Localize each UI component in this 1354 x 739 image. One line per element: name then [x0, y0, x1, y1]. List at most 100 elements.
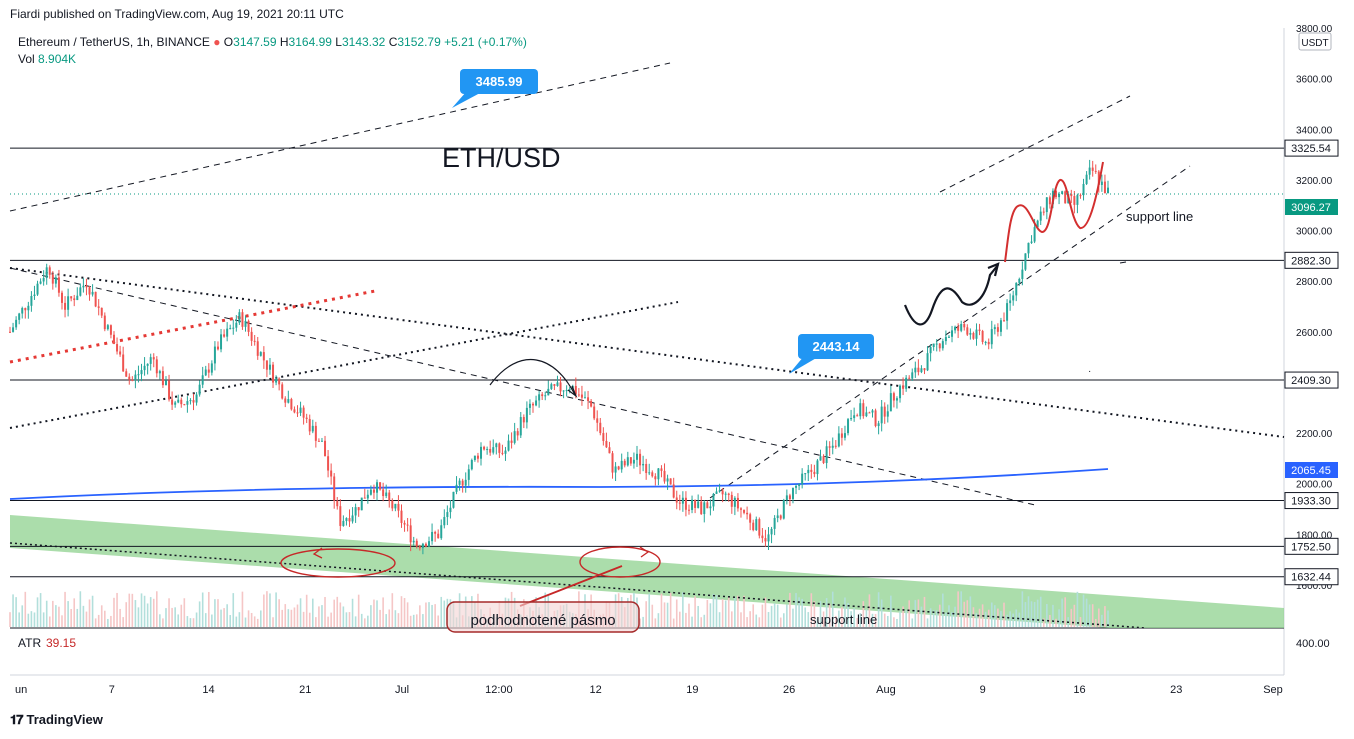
- callout-mid[interactable]: [798, 334, 874, 359]
- candle-body: [938, 343, 941, 349]
- volume-value: 8.904K: [38, 52, 77, 66]
- box-pointer-line: [519, 565, 623, 607]
- candle-body: [993, 327, 996, 330]
- candle-body: [287, 399, 290, 403]
- candle-body: [1085, 174, 1088, 184]
- candle-body: [180, 399, 183, 405]
- candle-body: [207, 369, 210, 373]
- candle-body: [171, 399, 174, 405]
- candle-body: [853, 415, 856, 419]
- volume-bar: [177, 614, 180, 627]
- candle-body: [773, 518, 776, 529]
- volume-bar: [987, 609, 990, 627]
- volume-bar: [42, 612, 45, 627]
- candle-body: [944, 336, 947, 342]
- volume-bar: [688, 603, 690, 627]
- volume-bar: [798, 597, 800, 627]
- candle-body: [972, 333, 975, 339]
- candle-body: [327, 456, 330, 471]
- candle-body: [911, 372, 914, 379]
- candle-body: [265, 360, 268, 370]
- candle-body: [932, 343, 935, 348]
- volume-bar: [990, 602, 993, 627]
- volume-bar: [367, 615, 369, 627]
- candle-body: [1079, 195, 1082, 197]
- tradingview-logo[interactable]: 𝟏𝟕 TradingView: [10, 712, 103, 727]
- candle-body: [657, 468, 660, 480]
- candle-body: [859, 403, 862, 417]
- volume-bar: [1104, 606, 1106, 627]
- candle-body: [999, 320, 1002, 332]
- candle-body: [299, 407, 302, 413]
- volume-bar: [951, 612, 953, 627]
- volume-bar: [296, 604, 299, 627]
- red-dotted-line: [9, 289, 376, 364]
- volume-bar: [825, 598, 828, 627]
- currency-button[interactable]: [1298, 32, 1332, 51]
- volume-bar: [137, 607, 140, 627]
- legend-dot: ●: [213, 35, 221, 49]
- black-wave-arrowhead: [987, 262, 1000, 277]
- candle-body: [868, 412, 871, 414]
- candle-body: [339, 506, 342, 526]
- circle-arrow-left: [312, 547, 323, 559]
- candle-body: [379, 482, 382, 490]
- channel-upper-line: [939, 95, 1131, 193]
- candle-body: [333, 476, 336, 501]
- candle-body: [57, 277, 60, 293]
- time-tick-label: 9: [980, 684, 986, 696]
- volume-bar: [1006, 614, 1008, 627]
- volume-bar: [1021, 591, 1024, 627]
- volume-bar: [960, 591, 962, 627]
- volume-bar: [926, 618, 929, 627]
- candle-body: [388, 492, 391, 501]
- candle-body: [1088, 167, 1091, 175]
- candle-body: [440, 525, 443, 539]
- candle-body: [960, 323, 963, 331]
- callout-high[interactable]: [460, 69, 538, 94]
- candle-body: [629, 457, 632, 464]
- candle-body: [727, 493, 730, 495]
- candle-body: [146, 363, 149, 366]
- candle-body: [268, 364, 271, 370]
- volume-bar: [152, 598, 155, 627]
- volume-bar: [917, 599, 920, 627]
- volume-bar: [434, 604, 436, 627]
- volume-bar: [1046, 604, 1048, 627]
- candle-body: [204, 369, 207, 376]
- candle-body: [461, 480, 464, 486]
- candle-body: [614, 466, 617, 473]
- tradingview-logo-icon: 𝟏𝟕: [10, 712, 24, 727]
- volume-bar: [302, 611, 305, 627]
- undervalued-box-label: podhodnotené pásmo: [470, 612, 615, 629]
- candle-body: [437, 533, 440, 539]
- volume-bar: [773, 603, 776, 627]
- volume-bar: [752, 604, 755, 627]
- volume-bar: [345, 612, 348, 627]
- red-wave-sketch: [1004, 161, 1104, 263]
- price-tick-label: 2000.00: [1296, 480, 1333, 491]
- volume-bar: [259, 610, 262, 627]
- volume-bar: [862, 601, 865, 627]
- volume-bar: [250, 612, 253, 627]
- candle-body: [828, 446, 831, 448]
- candle-body: [905, 377, 908, 389]
- candle-body: [941, 341, 944, 349]
- symbol-name[interactable]: Ethereum / TetherUS, 1h, BINANCE: [18, 35, 210, 49]
- candle-body: [776, 515, 779, 519]
- candle-body: [663, 470, 666, 482]
- stray-tick: [1119, 261, 1127, 264]
- volume-bar: [679, 611, 681, 627]
- volume-bar: [1015, 609, 1018, 627]
- candle-body: [351, 515, 354, 522]
- candle-body: [632, 459, 635, 464]
- candle-body: [837, 433, 840, 447]
- volume-bar: [52, 600, 54, 627]
- volume-bar: [816, 618, 819, 627]
- candle-body: [363, 497, 366, 499]
- high-value: 3164.99: [288, 35, 332, 49]
- volume-bar: [1088, 604, 1091, 627]
- volume-bar: [672, 618, 675, 627]
- volume-bar: [675, 599, 678, 627]
